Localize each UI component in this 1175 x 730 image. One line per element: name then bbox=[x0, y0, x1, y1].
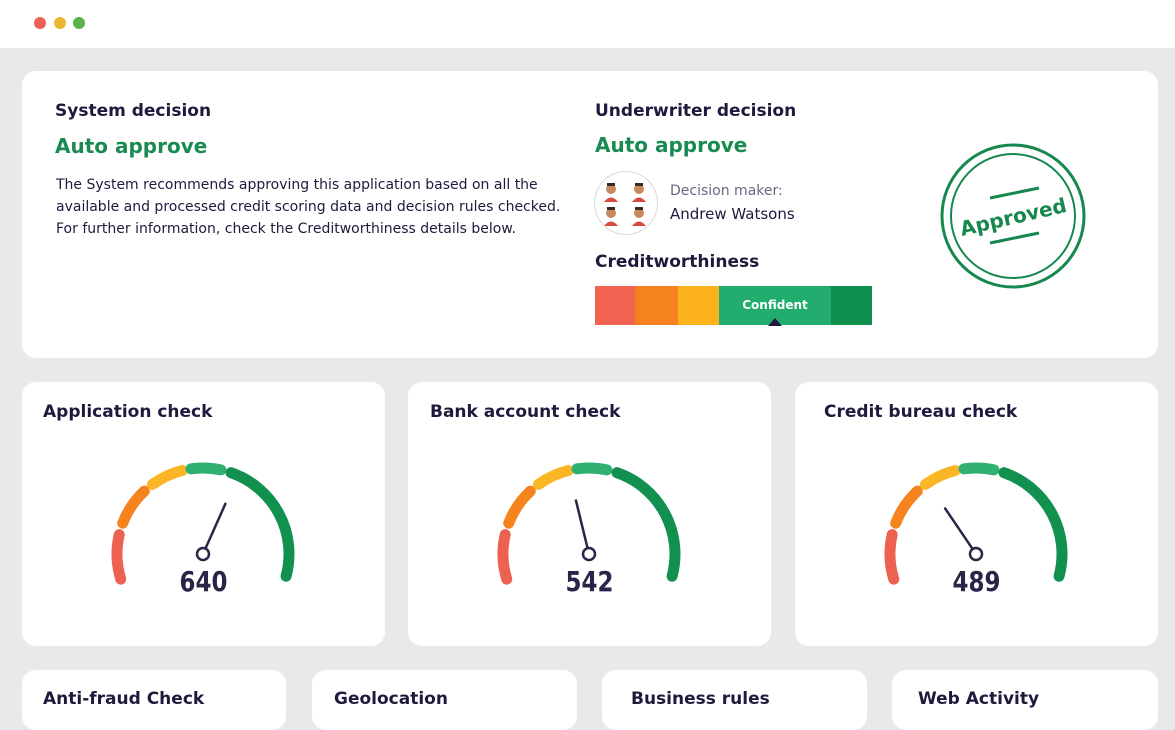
close-window-button[interactable] bbox=[34, 17, 46, 29]
underwriter-decision-title: Underwriter decision bbox=[595, 101, 797, 121]
system-decision-description: The System recommends approving this app… bbox=[56, 177, 561, 237]
creditworthiness-segment bbox=[831, 286, 872, 325]
gauge-arc-dark-green bbox=[611, 467, 681, 582]
web-activity-title: Web Activity bbox=[918, 689, 1040, 709]
stamp-text: Approved bbox=[958, 193, 1069, 241]
bank-account-check-card[interactable]: Bank account check 542 bbox=[408, 382, 771, 646]
gauge-arc-orange bbox=[890, 485, 923, 529]
approved-stamp: Approved bbox=[940, 143, 1086, 289]
creditworthiness-segment bbox=[678, 286, 719, 325]
gauge-arc-yellow bbox=[146, 465, 188, 490]
creditworthiness-pointer-icon bbox=[768, 318, 782, 326]
gauge-arc-light-green bbox=[185, 462, 227, 476]
gauge-hub-icon bbox=[195, 546, 211, 562]
decision-maker-label: Decision maker: bbox=[670, 183, 783, 199]
gauge-arc-orange bbox=[117, 485, 150, 529]
gauge-needle-icon bbox=[574, 499, 589, 549]
creditworthiness-title: Creditworthiness bbox=[595, 252, 760, 272]
credit-bureau-check-card[interactable]: Credit bureau check 489 bbox=[795, 382, 1158, 646]
system-decision-title: System decision bbox=[55, 101, 212, 121]
gauge-arc-orange bbox=[503, 485, 536, 529]
creditworthiness-bar: Confident bbox=[595, 286, 872, 326]
avatar bbox=[594, 171, 658, 235]
gauge-arc-light-green bbox=[958, 462, 1000, 476]
gauge-needle-icon bbox=[204, 502, 227, 549]
credit-bureau-check-score: 489 bbox=[952, 565, 1001, 598]
minimize-window-button[interactable] bbox=[54, 17, 66, 29]
gauge-arc-light-green bbox=[571, 462, 613, 476]
business-rules-card[interactable]: Business rules bbox=[602, 670, 867, 730]
window-titlebar bbox=[0, 0, 1175, 48]
geolocation-card[interactable]: Geolocation bbox=[312, 670, 577, 730]
web-activity-card[interactable]: Web Activity bbox=[892, 670, 1158, 730]
bank-account-check-score: 542 bbox=[565, 565, 614, 598]
gauge-hub-icon bbox=[581, 546, 597, 562]
gauge-needle-icon bbox=[943, 507, 974, 550]
decision-maker-name: Andrew Watsons bbox=[670, 205, 795, 223]
creditworthiness-segment bbox=[635, 286, 678, 325]
geolocation-title: Geolocation bbox=[334, 689, 448, 709]
gauge-arc-dark-green bbox=[225, 467, 295, 582]
avatar-photo-icon bbox=[604, 183, 646, 226]
gauge-arc-red bbox=[497, 529, 513, 585]
application-check-score: 640 bbox=[179, 565, 228, 598]
underwriter-decision-result: Auto approve bbox=[595, 133, 748, 157]
application-check-gauge bbox=[111, 462, 295, 585]
creditworthiness-segment bbox=[595, 286, 635, 325]
gauge-arc-dark-green bbox=[998, 467, 1068, 582]
anti-fraud-check-card[interactable]: Anti-fraud Check bbox=[22, 670, 286, 730]
gauge-arc-red bbox=[111, 529, 127, 585]
bank-account-check-gauge bbox=[497, 462, 681, 585]
gauge-hub-icon bbox=[968, 546, 984, 562]
application-check-title: Application check bbox=[43, 402, 213, 422]
gauge-arc-red bbox=[884, 529, 900, 585]
credit-bureau-check-title: Credit bureau check bbox=[824, 402, 1018, 422]
application-check-card[interactable]: Application check 640 bbox=[22, 382, 385, 646]
anti-fraud-check-title: Anti-fraud Check bbox=[43, 689, 205, 709]
maximize-window-button[interactable] bbox=[73, 17, 85, 29]
gauge-arc-yellow bbox=[532, 465, 574, 490]
business-rules-title: Business rules bbox=[631, 689, 770, 709]
gauge-arc-yellow bbox=[919, 465, 961, 490]
creditworthiness-current-label: Confident bbox=[742, 298, 808, 312]
decision-card: System decision Auto approve The System … bbox=[22, 71, 1158, 358]
credit-bureau-check-gauge bbox=[884, 462, 1068, 585]
system-decision-result: Auto approve bbox=[55, 134, 208, 158]
bank-account-check-title: Bank account check bbox=[430, 402, 621, 422]
